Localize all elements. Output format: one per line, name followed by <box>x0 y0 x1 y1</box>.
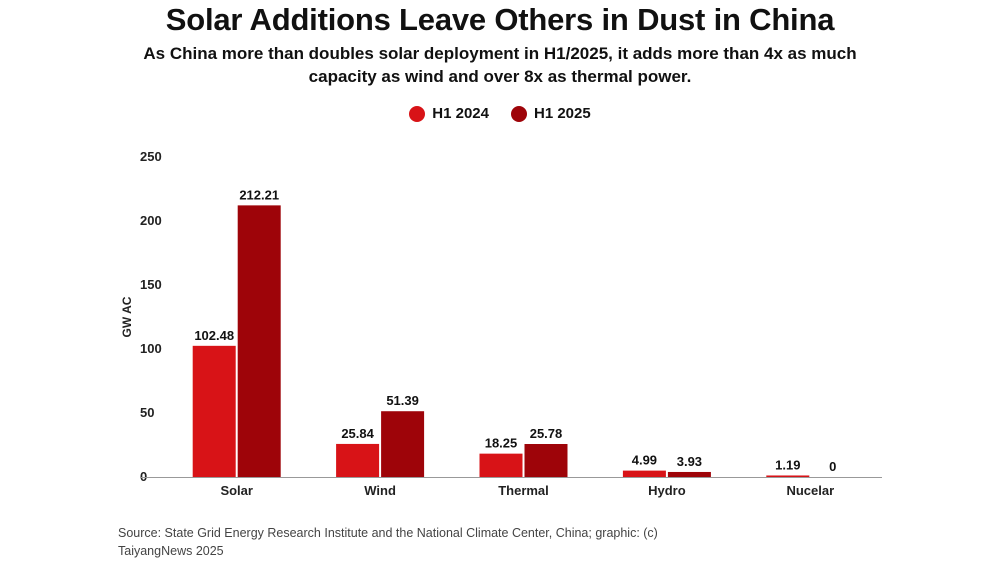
x-tick-label: Thermal <box>498 483 549 498</box>
y-axis-label: GW AC <box>120 296 134 337</box>
chart-title: Solar Additions Leave Others in Dust in … <box>165 2 835 37</box>
legend-label-h1-2024: H1 2024 <box>432 105 489 122</box>
y-tick-label: 0 <box>140 469 147 484</box>
data-label: 0 <box>829 459 836 474</box>
data-label: 25.78 <box>530 426 563 441</box>
bar-thermal-h1-2025 <box>524 444 568 477</box>
data-label: 18.25 <box>485 436 518 451</box>
data-label: 102.48 <box>194 328 234 343</box>
y-tick-label: 150 <box>140 277 162 292</box>
data-label: 25.84 <box>341 426 374 441</box>
legend-swatch-h1-2024 <box>409 105 426 122</box>
x-tick-label: Wind <box>364 483 396 498</box>
bar-hydro-h1-2024 <box>622 470 666 477</box>
y-tick-label: 100 <box>140 341 162 356</box>
y-tick-label: 250 <box>140 149 162 164</box>
chart-subtitle: As China more than doubles solar deploym… <box>143 44 857 86</box>
bar-solar-h1-2025 <box>237 205 281 477</box>
x-tick-label: Solar <box>220 483 253 498</box>
data-label: 3.93 <box>677 454 702 469</box>
source-note: Source: State Grid Energy Research Insti… <box>118 526 658 558</box>
legend-label-h1-2025: H1 2025 <box>534 105 591 122</box>
x-tick-label: Nucelar <box>786 483 834 498</box>
bar-nucelar-h1-2024 <box>766 475 810 477</box>
bar-wind-h1-2025 <box>381 411 425 477</box>
data-label: 4.99 <box>632 453 657 468</box>
y-tick-label: 200 <box>140 213 162 228</box>
bar-hydro-h1-2025 <box>667 471 711 477</box>
legend-item-h1-2024: H1 2024 <box>409 105 489 122</box>
legend-swatch-h1-2025 <box>511 105 527 122</box>
bar-thermal-h1-2024 <box>479 453 523 477</box>
bar-solar-h1-2024 <box>192 345 236 477</box>
data-label: 212.21 <box>239 187 279 202</box>
y-tick-label: 50 <box>140 405 154 420</box>
bar-wind-h1-2024 <box>336 443 380 477</box>
data-label: 51.39 <box>386 393 419 408</box>
legend-item-h1-2025: H1 2025 <box>511 105 591 122</box>
data-label: 1.19 <box>775 457 800 472</box>
x-tick-label: Hydro <box>648 483 686 498</box>
legend: H1 2024 H1 2025 <box>0 105 1000 122</box>
